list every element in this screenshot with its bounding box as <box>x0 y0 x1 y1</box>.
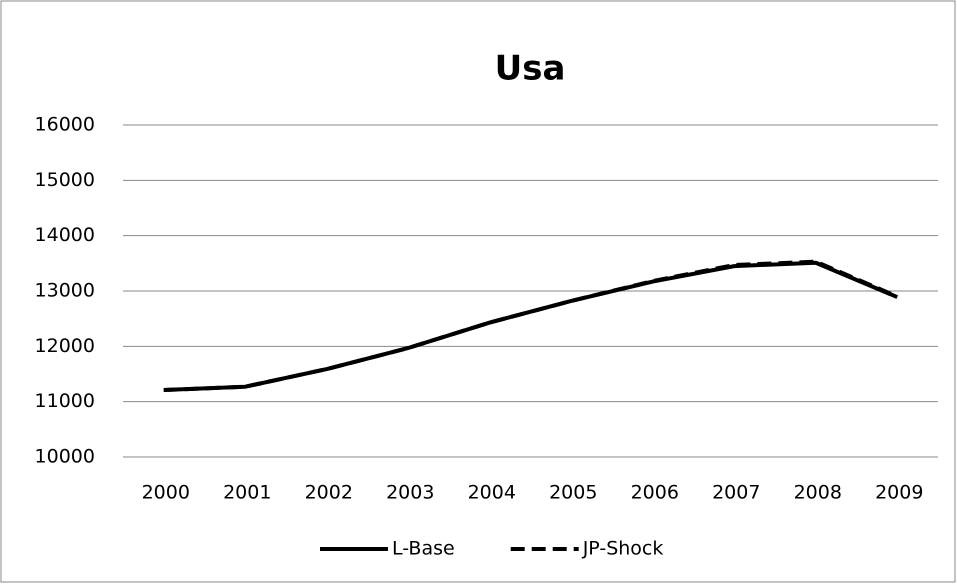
legend-label: L-Base <box>392 538 455 560</box>
x-tick-label: 2008 <box>794 482 842 504</box>
legend-label: JP-Shock <box>582 538 664 560</box>
x-tick-label: 2003 <box>386 482 434 504</box>
x-tick-label: 2002 <box>305 482 353 504</box>
x-tick-label: 2005 <box>549 482 597 504</box>
x-tick-label: 2004 <box>468 482 516 504</box>
x-tick-label: 2007 <box>712 482 760 504</box>
x-tick-label: 2006 <box>631 482 679 504</box>
x-tick-label: 2001 <box>223 482 271 504</box>
series-line <box>163 260 899 393</box>
y-tick-label: 11000 <box>35 390 95 412</box>
y-tick-label: 12000 <box>35 335 95 357</box>
y-tick-label: 13000 <box>35 280 95 302</box>
y-tick-label: 14000 <box>35 224 95 246</box>
y-tick-label: 16000 <box>35 114 95 136</box>
x-tick-label: 2000 <box>142 482 190 504</box>
x-tick-label: 2009 <box>875 482 923 504</box>
y-tick-label: 15000 <box>35 169 95 191</box>
chart-title: Usa <box>495 49 566 89</box>
y-tick-label: 10000 <box>35 446 95 468</box>
